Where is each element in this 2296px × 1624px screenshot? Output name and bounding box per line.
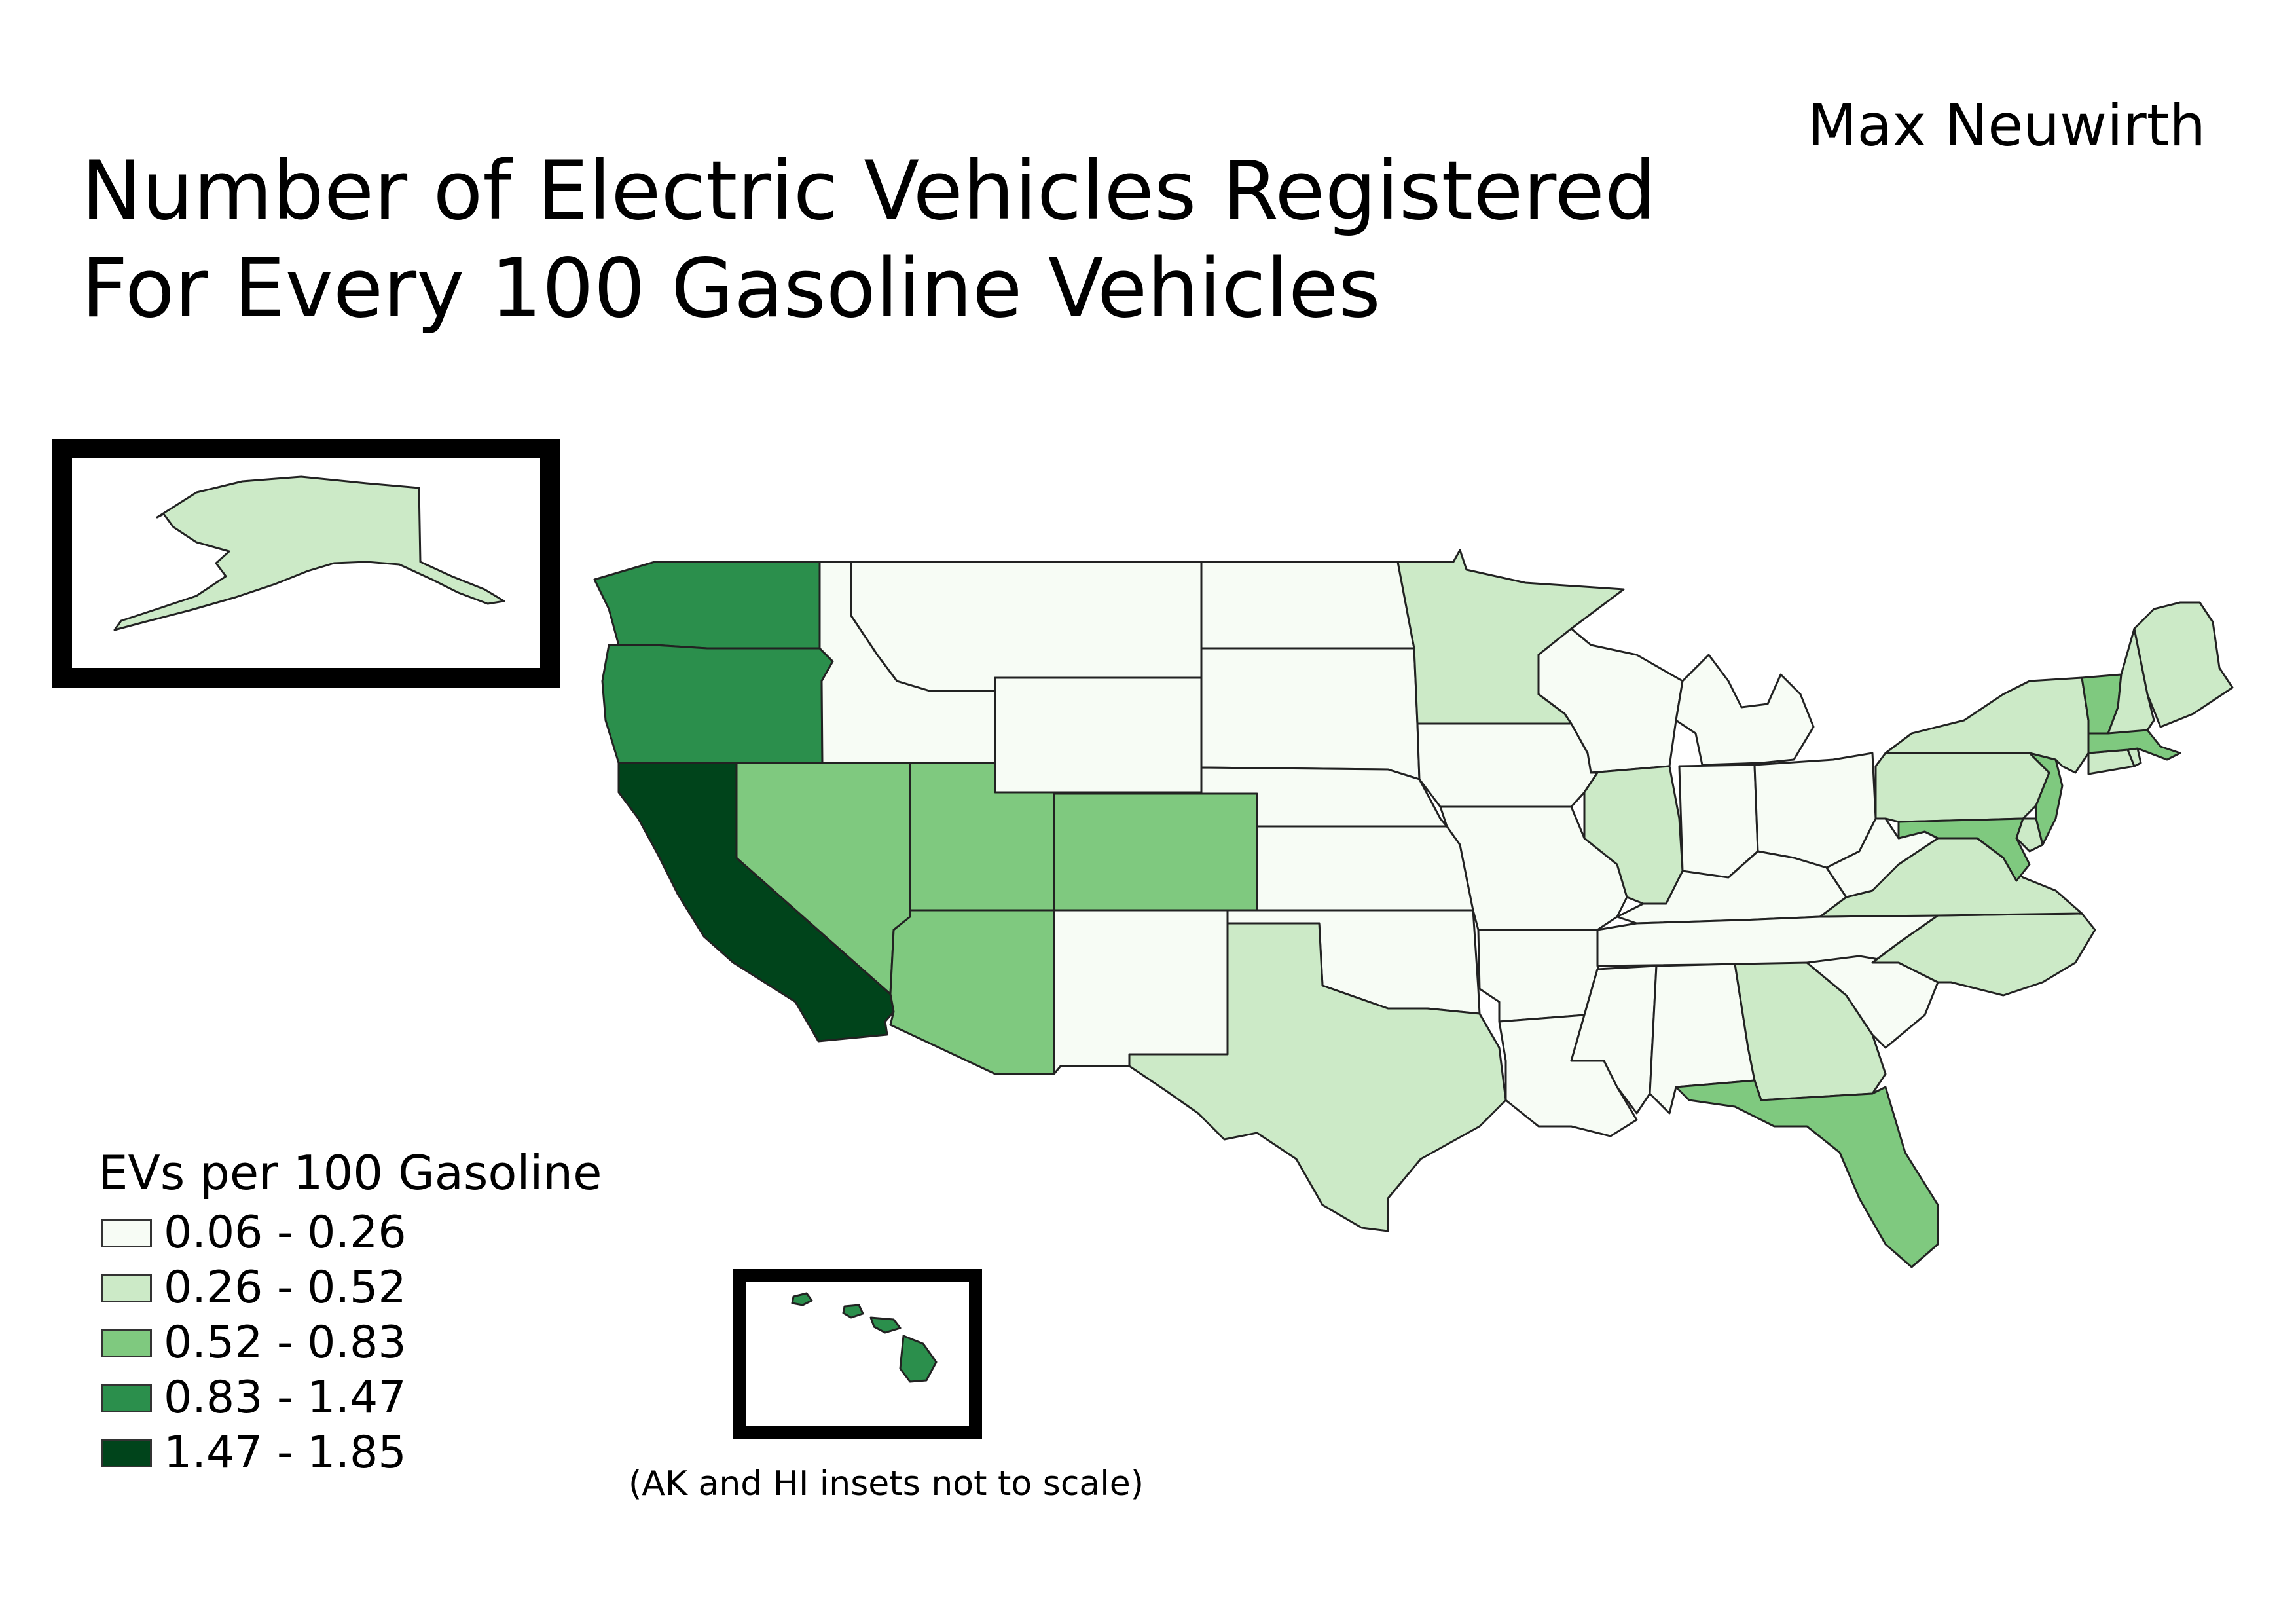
state-az <box>889 909 1055 1075</box>
state-or <box>601 644 834 764</box>
legend-label: 0.06 - 0.26 <box>164 1207 407 1259</box>
map-title: Number of Electric Vehicles Registered F… <box>81 143 1656 338</box>
legend-swatch <box>101 1329 152 1357</box>
state-wy <box>994 676 1203 794</box>
legend-item: 0.06 - 0.26 <box>98 1206 602 1261</box>
state-nj <box>2028 752 2064 846</box>
contiguous-us <box>593 549 2234 1268</box>
legend-swatch <box>101 1219 152 1247</box>
map-title-line-1: Number of Electric Vehicles Registered <box>81 144 1656 238</box>
state-hi-kauai <box>791 1292 813 1306</box>
state-sc <box>1806 955 1939 1049</box>
state-mi <box>1675 654 1815 766</box>
state-mt <box>850 561 1203 692</box>
inset-scale-note: (AK and HI insets not to scale) <box>629 1464 1144 1504</box>
legend-item: 0.26 - 0.52 <box>98 1261 602 1316</box>
legend-swatch <box>101 1384 152 1412</box>
state-hi-maui-nui <box>869 1316 902 1334</box>
state-fl <box>1675 1079 1939 1268</box>
hawaii-islands <box>791 1292 938 1383</box>
state-nd <box>1200 561 1415 650</box>
legend-title: EVs per 100 Gasoline <box>98 1145 602 1200</box>
legend-label: 1.47 - 1.85 <box>164 1427 407 1479</box>
state-de <box>2015 817 2044 853</box>
legend-swatch <box>101 1274 152 1302</box>
state-me <box>2133 601 2234 728</box>
legend-item: 0.52 - 0.83 <box>98 1316 602 1371</box>
state-ak <box>113 475 505 631</box>
state-wa <box>593 561 821 650</box>
state-ma <box>2087 729 2181 761</box>
state-oh <box>1753 752 1877 869</box>
state-sd <box>1200 647 1421 781</box>
state-pa <box>1874 752 2050 823</box>
legend-label: 0.52 - 0.83 <box>164 1317 407 1369</box>
state-ia <box>1416 722 1599 808</box>
hawaii-inset-frame <box>733 1269 982 1439</box>
state-nc <box>1871 912 2096 997</box>
state-il <box>1583 765 1684 905</box>
state-mo <box>1439 805 1628 931</box>
legend-item: 0.83 - 1.47 <box>98 1371 602 1426</box>
legend-label: 0.26 - 0.52 <box>164 1262 407 1314</box>
state-hi-big-island <box>899 1335 938 1383</box>
legend-swatch <box>101 1439 152 1467</box>
legend: EVs per 100 Gasoline 0.06 - 0.26 0.26 - … <box>98 1149 602 1481</box>
state-hi-oahu <box>842 1304 864 1319</box>
legend-label: 0.83 - 1.47 <box>164 1372 407 1424</box>
legend-item: 1.47 - 1.85 <box>98 1426 602 1481</box>
state-ks <box>1256 825 1474 912</box>
state-tx <box>1128 922 1507 1232</box>
state-nm <box>1053 909 1229 1075</box>
state-co <box>1053 792 1258 912</box>
author-name: Max Neuwirth <box>1807 92 2206 159</box>
map-title-line-2: For Every 100 Gasoline Vehicles <box>81 241 1381 336</box>
